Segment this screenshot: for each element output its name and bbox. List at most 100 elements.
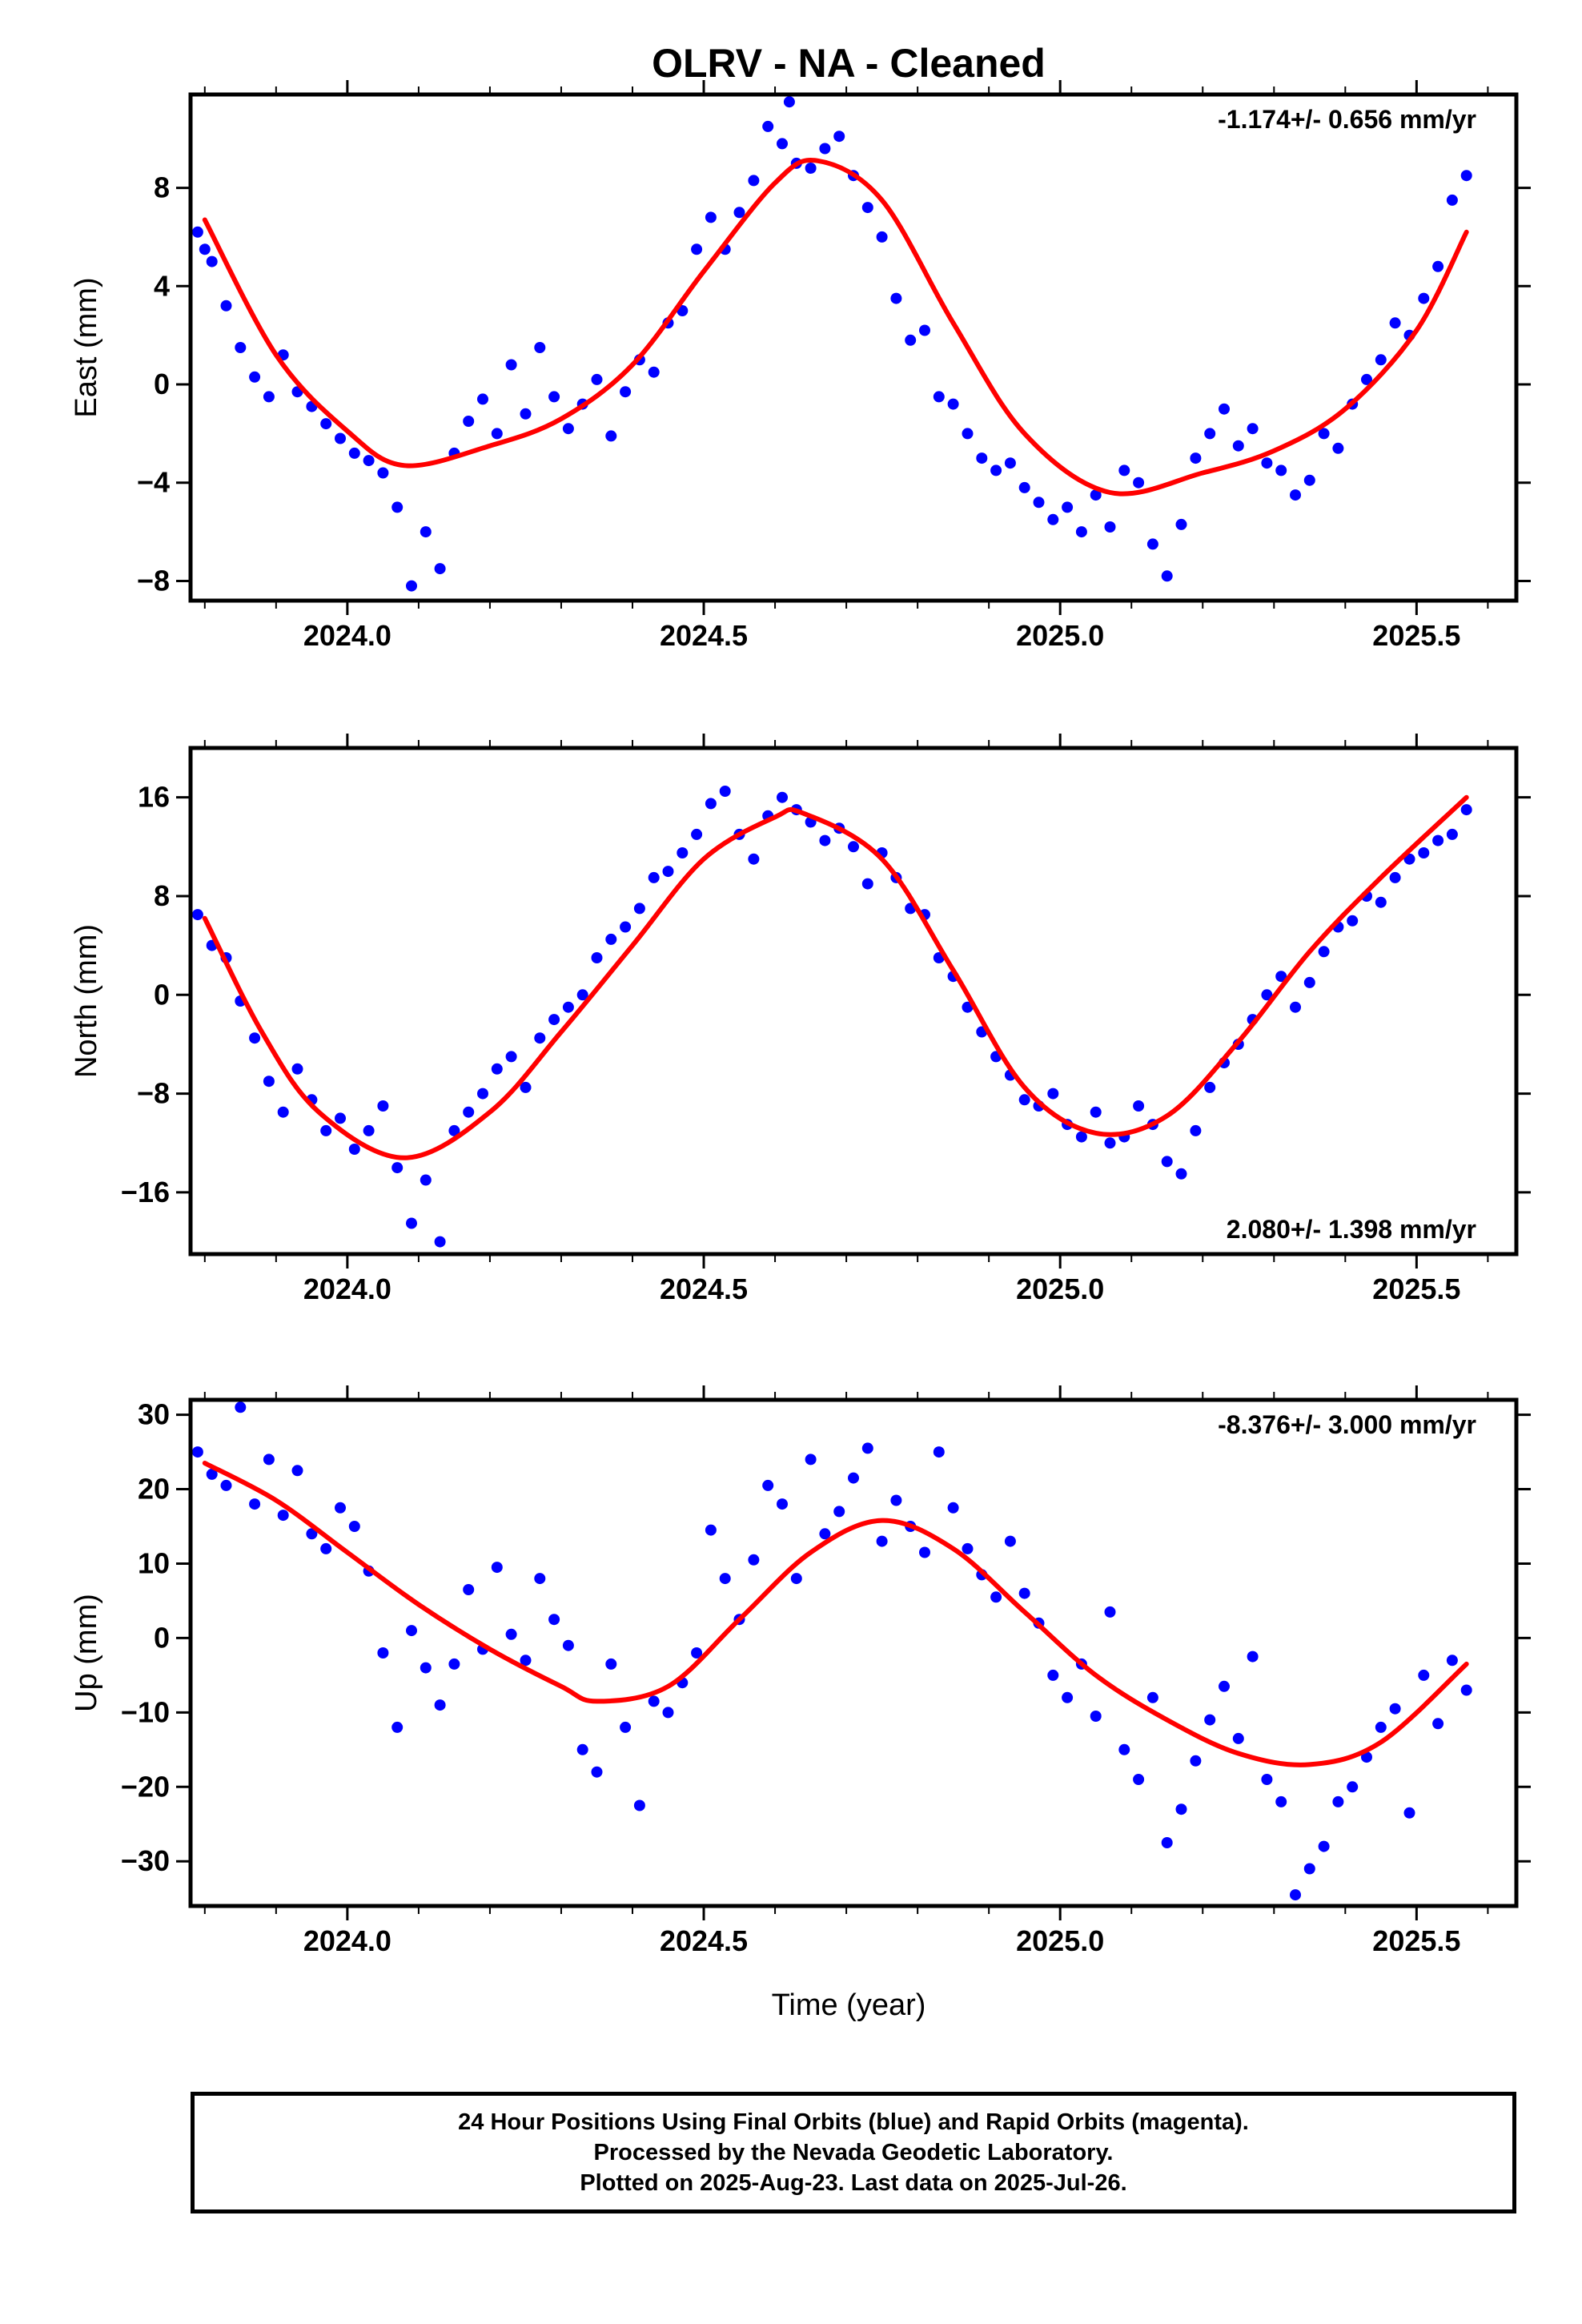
data-point <box>1318 428 1330 440</box>
data-point <box>1190 452 1202 464</box>
data-point <box>1104 1137 1116 1149</box>
x-tick-label: 2025.0 <box>1016 1273 1104 1305</box>
data-point <box>1460 170 1472 182</box>
data-point <box>505 359 517 371</box>
data-point <box>1460 1684 1472 1696</box>
data-point <box>1175 1168 1187 1180</box>
data-point <box>191 226 203 238</box>
data-point <box>1375 1721 1387 1733</box>
x-tick-label: 2024.0 <box>303 1924 391 1957</box>
data-point <box>1432 260 1444 272</box>
data-point <box>505 1628 517 1640</box>
data-point <box>990 1591 1002 1603</box>
y-tick-label: −8 <box>137 564 170 597</box>
data-point <box>1389 1703 1401 1715</box>
data-point <box>477 393 488 405</box>
data-point <box>206 255 218 267</box>
data-point <box>1261 989 1273 1001</box>
data-point <box>391 501 404 513</box>
data-point <box>1133 1774 1145 1785</box>
data-point <box>206 1468 218 1480</box>
y-tick-label: −10 <box>121 1695 170 1728</box>
data-point <box>819 834 831 846</box>
data-point <box>277 1106 289 1118</box>
data-point <box>348 1521 360 1532</box>
panel-frame <box>188 1397 1519 1908</box>
data-point <box>306 1528 318 1540</box>
data-point <box>263 1076 275 1088</box>
fit-curve <box>202 794 1469 1160</box>
data-point <box>420 1662 432 1674</box>
data-point <box>363 455 375 467</box>
data-point <box>1318 1840 1330 1852</box>
data-point <box>291 1465 303 1477</box>
footer-line-2: Processed by the Nevada Geodetic Laborat… <box>593 2140 1114 2165</box>
x-tick-label: 2025.5 <box>1372 619 1460 652</box>
data-point <box>705 798 717 810</box>
data-point <box>861 202 873 214</box>
data-point <box>620 386 632 398</box>
data-point <box>976 452 988 464</box>
data-point <box>249 371 261 383</box>
data-point <box>320 1124 332 1136</box>
y-tick-label: −30 <box>121 1844 170 1877</box>
data-point <box>719 786 731 797</box>
data-point <box>833 131 845 143</box>
data-point <box>848 841 859 853</box>
data-point <box>1062 1691 1074 1703</box>
y-tick-label: 16 <box>138 781 170 814</box>
data-point <box>562 1001 574 1013</box>
y-axis-label: North (mm) <box>70 924 103 1078</box>
data-point <box>1432 1718 1444 1730</box>
data-point <box>633 903 645 915</box>
data-point <box>377 467 389 479</box>
data-point <box>591 952 603 963</box>
data-point <box>1303 1863 1315 1875</box>
data-point <box>833 1506 845 1518</box>
data-point <box>1275 971 1287 983</box>
data-point <box>1261 457 1273 469</box>
data-point <box>762 1479 774 1491</box>
y-tick-label: 0 <box>154 978 170 1011</box>
data-point <box>1033 497 1045 509</box>
data-point <box>463 1106 475 1118</box>
data-point <box>420 526 432 538</box>
x-tick-label: 2024.0 <box>303 619 391 652</box>
data-point <box>890 292 902 304</box>
x-axis-label: Time (year) <box>772 1988 926 2022</box>
velocity-annotation: 2.080+/- 1.398 mm/yr <box>1227 1215 1476 1244</box>
data-point <box>1275 464 1287 476</box>
data-point <box>1146 538 1158 550</box>
data-point <box>477 1088 488 1100</box>
data-point <box>1204 1714 1216 1726</box>
data-point <box>335 1112 346 1124</box>
data-point <box>548 1614 560 1626</box>
data-point <box>605 1658 617 1670</box>
y-tick-label: −8 <box>137 1077 170 1110</box>
data-point <box>291 1063 303 1075</box>
data-point <box>733 207 745 219</box>
data-point <box>1247 1651 1259 1663</box>
data-point <box>220 300 232 312</box>
data-point <box>420 1174 432 1186</box>
data-point <box>719 1573 731 1585</box>
data-point <box>335 432 346 444</box>
data-point <box>620 1721 632 1733</box>
data-point <box>263 391 275 403</box>
data-point <box>576 989 588 1001</box>
data-point <box>962 428 974 440</box>
data-point <box>1303 976 1315 988</box>
data-point <box>391 1162 404 1174</box>
y-tick-label: 20 <box>138 1473 170 1506</box>
data-point <box>1090 489 1102 501</box>
data-point <box>691 1647 703 1659</box>
data-point <box>1361 373 1372 385</box>
data-point <box>691 828 703 840</box>
y-tick-label: −20 <box>121 1770 170 1803</box>
data-point <box>191 1446 203 1458</box>
data-point <box>1375 896 1387 908</box>
data-point <box>605 933 617 945</box>
y-tick-label: 8 <box>154 171 170 204</box>
data-point <box>919 1546 930 1558</box>
x-tick-label: 2024.5 <box>660 1273 748 1305</box>
